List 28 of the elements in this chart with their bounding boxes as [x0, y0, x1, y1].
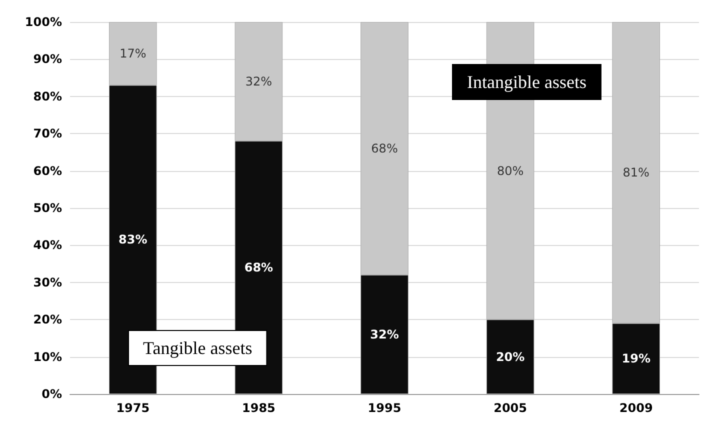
y-tick-label: 30%: [33, 275, 62, 290]
x-tick-label: 1985: [242, 401, 276, 415]
data-label: 80%: [496, 164, 524, 178]
data-label: 83%: [118, 232, 148, 247]
y-tick-label: 70%: [33, 126, 62, 141]
data-label: 20%: [496, 350, 525, 364]
data-label: 81%: [622, 166, 650, 180]
data-label: 17%: [120, 46, 146, 61]
data-label: 32%: [245, 74, 272, 89]
series-label: Tangible assets: [143, 338, 252, 358]
data-label: 68%: [371, 141, 398, 156]
series-label: Intangible assets: [467, 72, 586, 92]
data-label: 68%: [244, 260, 274, 275]
data-label: 19%: [622, 352, 650, 366]
y-tick-label: 60%: [33, 164, 62, 178]
y-tick-label: 80%: [33, 89, 62, 104]
data-label: 32%: [370, 327, 399, 342]
y-tick-label: 10%: [33, 350, 62, 364]
x-tick-label: 2009: [619, 401, 653, 415]
y-tick-label: 40%: [33, 238, 62, 252]
x-tick-label: 2005: [494, 401, 528, 415]
y-tick-label: 50%: [33, 201, 62, 215]
y-tick-label: 20%: [33, 312, 62, 327]
x-tick-label: 1995: [368, 401, 402, 415]
y-tick-label: 90%: [33, 52, 62, 66]
y-tick-label: 0%: [42, 387, 62, 401]
x-tick-label: 1975: [116, 401, 150, 415]
y-tick-label: 100%: [24, 15, 62, 29]
